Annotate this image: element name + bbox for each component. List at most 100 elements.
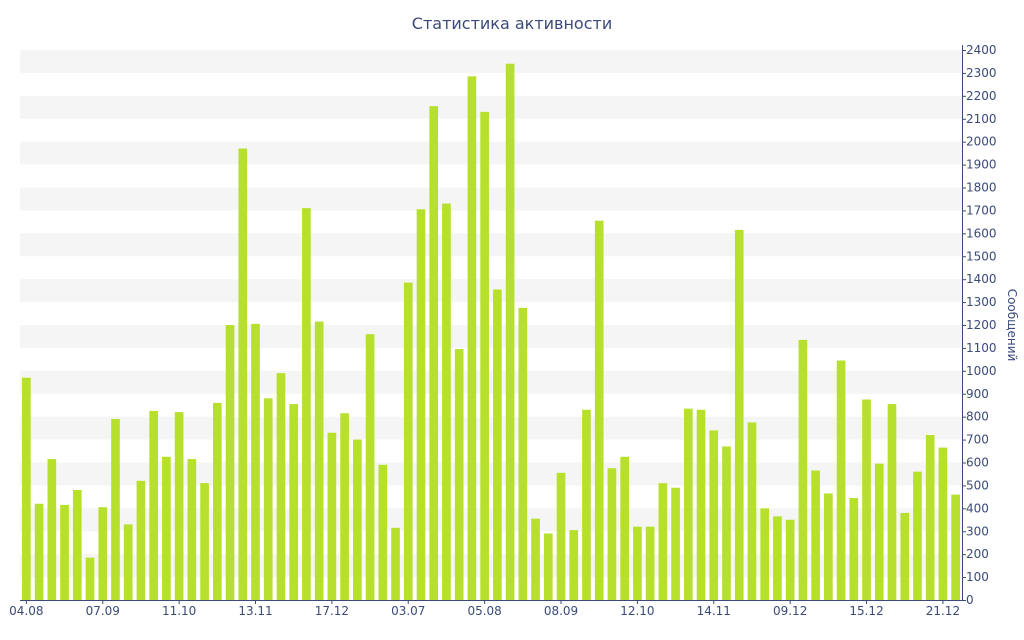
bar: [620, 456, 629, 600]
bar: [633, 526, 642, 600]
y-tick-label: 600: [966, 456, 989, 470]
y-tick-label: 0: [966, 593, 974, 607]
y-tick-label: 1800: [966, 181, 997, 195]
y-tick-label: 700: [966, 433, 989, 447]
bar: [531, 518, 540, 600]
y-tick-label: 2400: [966, 43, 997, 57]
bar: [849, 498, 859, 600]
bar: [60, 504, 69, 600]
x-tick-label: 17.12: [315, 604, 349, 618]
bar: [811, 470, 820, 600]
y-tick-label: 800: [966, 410, 989, 424]
bar: [938, 447, 948, 600]
y-tick-label: 200: [966, 547, 989, 561]
x-tick-label: 08.09: [544, 604, 578, 618]
bar: [22, 377, 31, 600]
bar: [824, 493, 833, 600]
bar: [836, 360, 846, 600]
bar: [747, 422, 757, 600]
bar: [925, 435, 935, 600]
y-tick-label: 1600: [966, 226, 997, 240]
bar: [518, 307, 528, 600]
bar: [900, 512, 910, 600]
bar: [314, 321, 324, 600]
bar: [594, 220, 604, 600]
bar: [913, 471, 922, 600]
y-tick-label: 300: [966, 524, 989, 538]
chart-title: Статистика активности: [411, 14, 613, 33]
bar: [709, 430, 719, 600]
y-tick-label: 900: [966, 387, 989, 401]
bar: [569, 530, 579, 600]
bar: [607, 468, 617, 600]
y-tick-label: 1200: [966, 318, 997, 332]
bar: [276, 373, 286, 600]
y-tick-label: 1700: [966, 203, 997, 217]
x-tick-label: 11.10: [162, 604, 196, 618]
y-tick-label: 1900: [966, 158, 997, 172]
bar: [289, 404, 299, 600]
bar: [98, 507, 108, 600]
bar: [136, 480, 146, 600]
y-tick-label: 1000: [966, 364, 997, 378]
y-tick-label: 1400: [966, 272, 997, 286]
bar: [225, 325, 235, 600]
bar: [353, 439, 362, 600]
grid-band: [20, 462, 962, 486]
bar: [645, 526, 655, 600]
bar: [251, 323, 260, 600]
bar: [658, 483, 668, 600]
bar: [582, 409, 591, 600]
x-tick-label: 07.09: [86, 604, 120, 618]
x-tick-label: 12.10: [620, 604, 654, 618]
bar: [72, 490, 82, 600]
bar: [416, 209, 426, 601]
bar: [874, 463, 884, 600]
axes: [20, 45, 963, 601]
grid-band: [20, 141, 962, 165]
bar: [505, 63, 515, 600]
bar: [187, 459, 197, 600]
bar: [556, 472, 566, 600]
y-tick-labels: 0 100 200 300 400 500 600 700 800 900 1000 1100 1200…: [962, 43, 997, 607]
bars: [22, 63, 960, 601]
y-tick-label: 1100: [966, 341, 997, 355]
grid-band: [20, 554, 962, 578]
bar: [862, 399, 871, 600]
bar: [734, 229, 744, 601]
y-tick-label: 2100: [966, 112, 997, 126]
bar: [798, 339, 808, 600]
x-tick-label: 09.12: [773, 604, 807, 618]
bar: [671, 487, 680, 600]
bar: [543, 533, 553, 600]
bar: [773, 516, 782, 600]
bar: [391, 527, 400, 600]
y-tick-label: 2200: [966, 89, 997, 103]
bar: [442, 203, 451, 600]
grid-band: [20, 233, 962, 257]
bar: [365, 334, 375, 600]
bar: [467, 76, 477, 600]
bar: [263, 398, 273, 600]
bar: [200, 483, 209, 600]
y-tick-label: 500: [966, 478, 989, 492]
bar: [85, 557, 95, 600]
grid-band: [20, 508, 962, 532]
bar: [340, 413, 349, 600]
x-tick-label: 21.12: [926, 604, 960, 618]
y-tick-label: 2000: [966, 135, 997, 149]
bar: [951, 494, 960, 600]
bar: [238, 148, 248, 600]
bar: [149, 410, 158, 600]
bar: [493, 289, 502, 600]
bar: [480, 111, 489, 600]
bar: [327, 432, 337, 600]
grid-band: [20, 187, 962, 211]
grid-band: [20, 50, 962, 73]
bar: [403, 282, 413, 600]
y-tick-label: 400: [966, 501, 989, 515]
grid-band: [20, 95, 962, 119]
bar: [123, 524, 133, 600]
bar: [454, 349, 464, 600]
